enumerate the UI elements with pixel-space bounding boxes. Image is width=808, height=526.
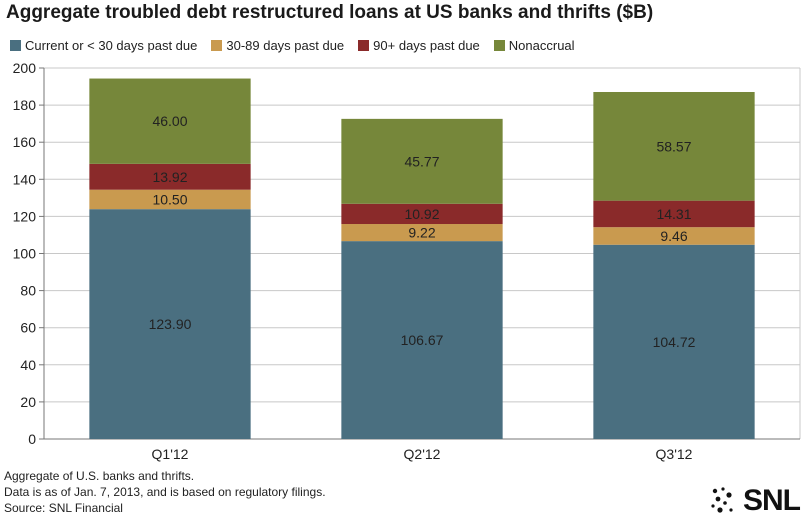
y-tick-label: 20 <box>20 394 36 410</box>
bar-segment <box>593 244 755 439</box>
legend-label-30-89: 30-89 days past due <box>226 37 345 53</box>
bar-segment <box>341 241 503 439</box>
data-label: 9.22 <box>408 225 435 241</box>
y-tick-label: 140 <box>13 171 37 187</box>
legend-swatch-current <box>10 39 21 51</box>
legend-swatch-90-plus <box>358 39 370 51</box>
footnote-1: Aggregate of U.S. banks and thrifts. <box>4 469 195 483</box>
x-category-label: Q2'12 <box>404 446 441 462</box>
y-tick-label: 40 <box>20 357 36 373</box>
bar-segment <box>89 189 251 210</box>
data-label: 14.31 <box>656 206 691 222</box>
bar-segment <box>593 200 755 228</box>
y-tick-label: 200 <box>13 60 37 76</box>
data-label: 104.72 <box>653 334 696 350</box>
bar-segment <box>341 224 503 242</box>
y-tick-label: 120 <box>13 208 37 224</box>
legend-item-current: Current or < 30 days past due <box>10 38 197 53</box>
y-tick-label: 0 <box>28 431 36 447</box>
y-tick-label: 80 <box>20 283 36 299</box>
legend-swatch-30-89 <box>211 39 223 51</box>
legend-item-nonaccrual: Nonaccrual <box>493 37 575 53</box>
legend: Current or < 30 days past due 30-89 days… <box>10 37 589 53</box>
y-tick-label: 60 <box>20 320 36 336</box>
legend-label-current: Current or < 30 days past due <box>25 37 198 53</box>
y-tick-label: 180 <box>13 97 37 113</box>
data-label: 106.67 <box>401 332 444 348</box>
data-label: 45.77 <box>404 153 439 169</box>
footnote-3: Source: SNL Financial <box>4 501 123 515</box>
legend-item-90-plus: 90+ days past due <box>358 38 480 53</box>
data-label: 9.46 <box>660 228 687 244</box>
legend-label-90-plus: 90+ days past due <box>373 37 480 53</box>
footnote-2: Data is as of Jan. 7, 2013, and is based… <box>4 485 326 499</box>
bar-segment <box>89 209 251 439</box>
legend-item-30-89: 30-89 days past due <box>211 38 344 53</box>
x-category-label: Q3'12 <box>656 446 693 462</box>
y-tick-label: 160 <box>13 134 37 150</box>
x-category-label: Q1'12 <box>152 446 189 462</box>
chart-title: Aggregate troubled debt restructured loa… <box>6 2 654 23</box>
bar-segment <box>593 92 755 201</box>
y-tick-label: 100 <box>13 246 37 262</box>
legend-label-nonaccrual: Nonaccrual <box>508 37 575 53</box>
data-label: 46.00 <box>152 113 187 129</box>
data-label: 10.92 <box>404 206 439 222</box>
data-label: 58.57 <box>656 138 691 154</box>
logo-text: SNL <box>743 484 801 517</box>
data-label: 10.50 <box>152 191 187 207</box>
legend-swatch-nonaccrual <box>493 39 505 51</box>
data-label: 123.90 <box>149 316 192 332</box>
snl-dots-icon <box>711 487 733 513</box>
bar-segment <box>341 203 503 225</box>
bar-segment <box>593 227 755 245</box>
data-label: 13.92 <box>152 169 187 185</box>
snl-logo: SNL <box>709 484 801 518</box>
footnotes: Aggregate of U.S. banks and thrifts. Dat… <box>4 468 326 516</box>
bar-segment <box>89 78 251 164</box>
bar-segment <box>341 118 503 204</box>
bar-segment <box>89 163 251 190</box>
